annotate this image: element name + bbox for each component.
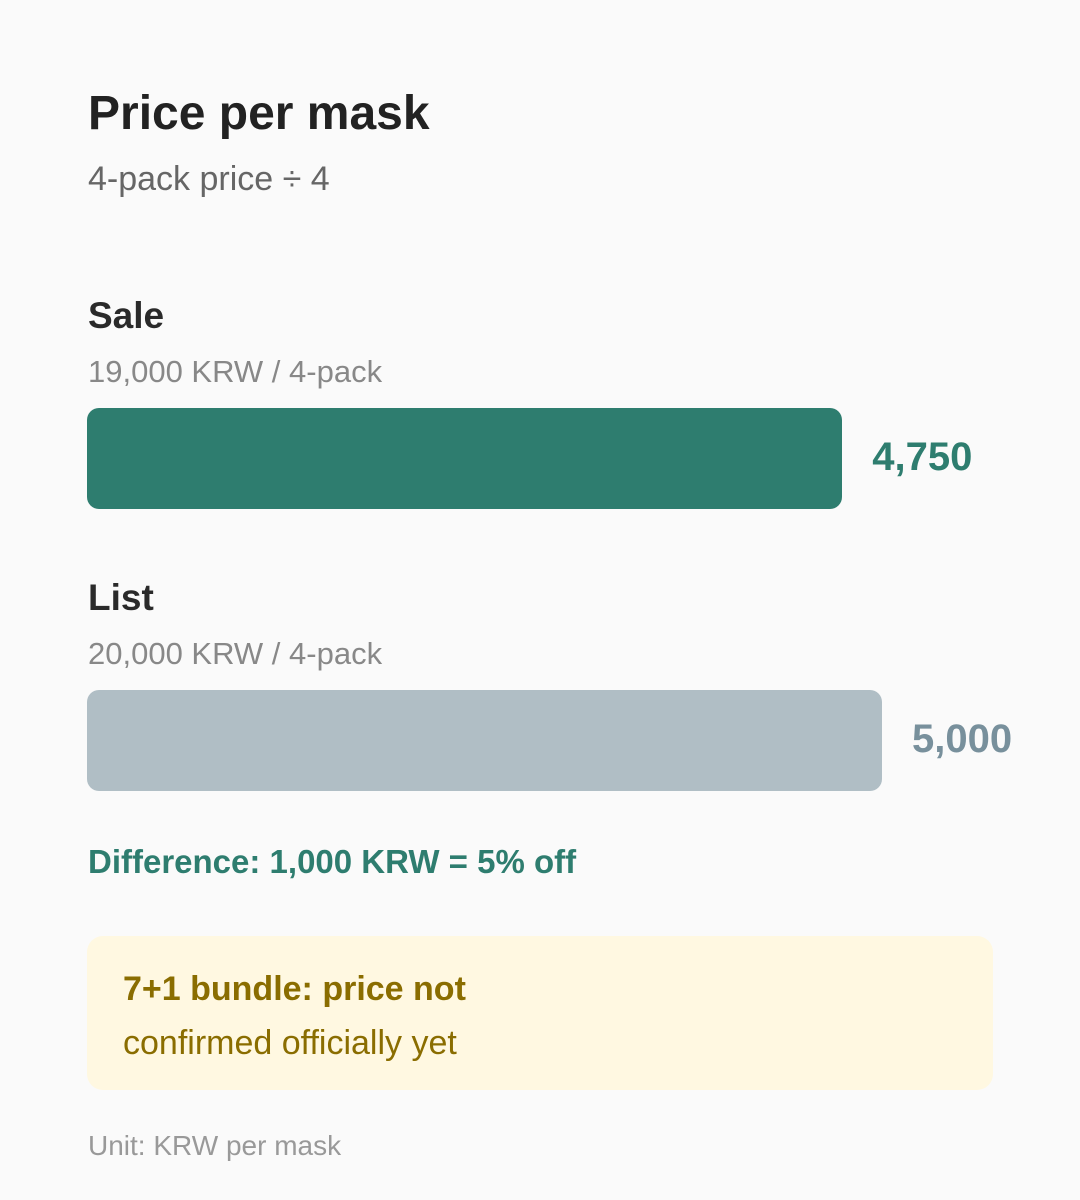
note-text: confirmed officially yet — [123, 1024, 457, 1062]
value-label: 5,000 — [912, 717, 1013, 761]
note-title: 7+1 bundle: price not — [123, 970, 466, 1008]
category-label: Sale — [88, 295, 165, 336]
unit-label: Unit: KRW per mask — [88, 1130, 342, 1161]
bar — [87, 690, 882, 791]
bar — [87, 408, 843, 509]
chart-title: Price per mask — [88, 87, 430, 140]
category-note: 19,000 KRW / 4-pack — [88, 354, 383, 389]
note-box — [87, 936, 993, 1090]
category-note: 20,000 KRW / 4-pack — [88, 636, 383, 671]
value-label: 4,750 — [872, 435, 973, 479]
chart-subtitle: 4-pack price ÷ 4 — [88, 160, 330, 198]
annotation: Difference: 1,000 KRW = 5% off — [88, 843, 577, 880]
category-label: List — [88, 577, 154, 618]
